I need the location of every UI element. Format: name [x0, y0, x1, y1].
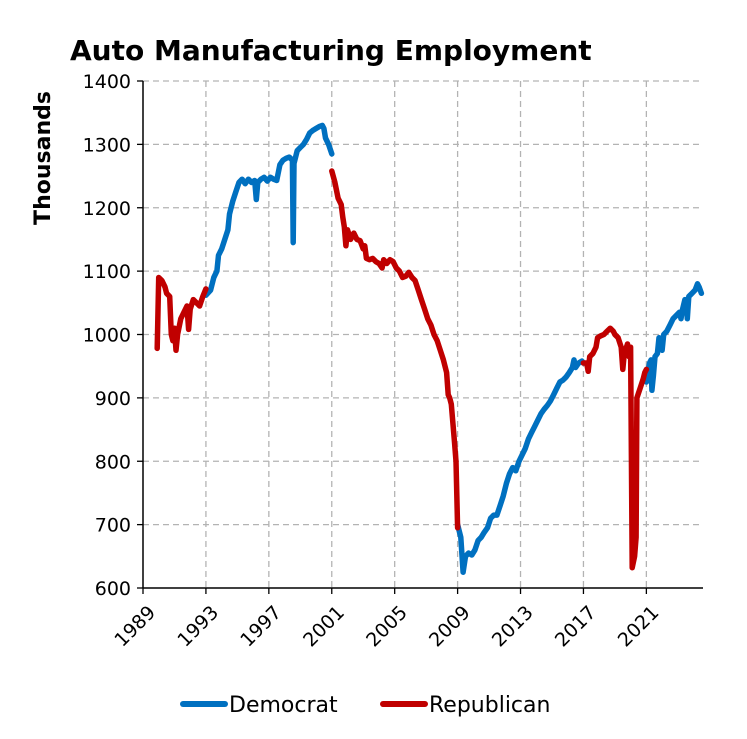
y-tick-label: 700 — [95, 515, 131, 537]
x-tick-label: 2009 — [425, 602, 475, 652]
x-tick-label: 2005 — [362, 602, 412, 652]
y-tick-label: 1200 — [83, 198, 131, 220]
y-tick-label: 900 — [95, 388, 131, 410]
x-tick-label: 2001 — [299, 602, 349, 652]
x-tick-label: 1997 — [236, 602, 286, 652]
series-line-democrat — [643, 281, 705, 394]
series-lines — [154, 122, 705, 575]
axes: 600 700 800 900 1000 1100 1200 1300 1400 1989 1993… — [83, 71, 703, 651]
y-tick-label: 1400 — [83, 71, 131, 93]
series-line-republican — [154, 274, 209, 354]
grid-lines — [143, 80, 703, 588]
series-line-democrat — [454, 357, 587, 575]
x-tick-label: 2013 — [488, 602, 538, 652]
x-tick-label: 1993 — [173, 602, 223, 652]
x-tick-label: 1989 — [110, 602, 160, 652]
chart-title: Auto Manufacturing Employment — [70, 34, 592, 67]
legend-label-democrat: Democrat — [229, 693, 338, 718]
y-tick-label: 1300 — [83, 134, 131, 156]
legend: Democrat Republican — [180, 693, 550, 718]
y-tick-label: 1000 — [83, 325, 131, 347]
y-tick-label: 800 — [95, 451, 131, 473]
y-tick-label: 1100 — [83, 261, 131, 283]
legend-label-republican: Republican — [429, 693, 550, 718]
x-tick-label: 2021 — [614, 602, 664, 652]
y-tick-label: 600 — [95, 578, 131, 600]
y-axis-label: Thousands — [31, 91, 56, 225]
x-tick-label: 2017 — [551, 602, 601, 652]
series-line-republican — [329, 168, 461, 531]
series-line-democrat — [203, 122, 335, 298]
series-line-republican — [580, 325, 650, 571]
